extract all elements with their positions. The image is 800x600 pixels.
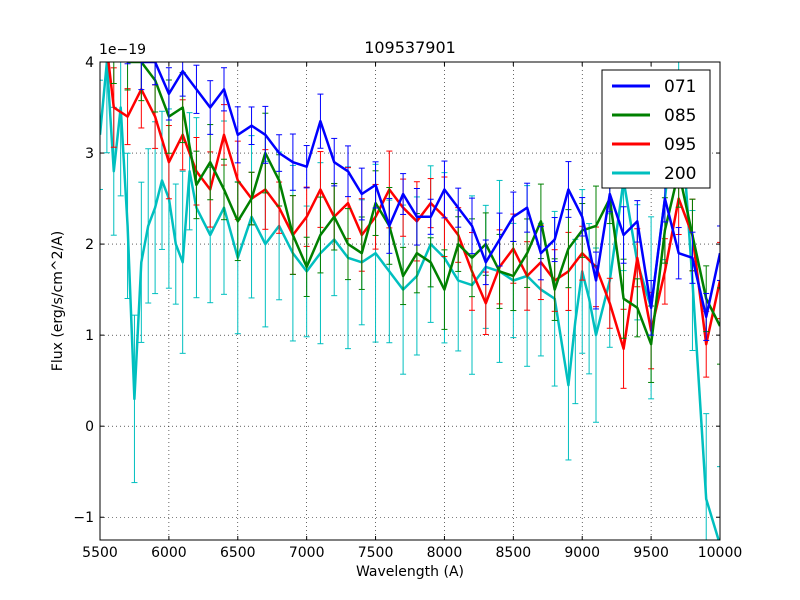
y-tick-label: 2 — [85, 237, 94, 253]
series-line-085 — [126, 62, 720, 346]
x-tick-label: 10000 — [698, 545, 743, 561]
legend-label-095: 095 — [664, 135, 696, 155]
y-tick-label: 0 — [85, 419, 94, 435]
series-line-095 — [107, 62, 720, 351]
legend-box — [601, 69, 711, 189]
y-offset-label: 1e−19 — [99, 42, 146, 58]
y-tick-label: 3 — [85, 146, 94, 162]
x-tick-label: 6000 — [151, 545, 187, 561]
legend: 071 085 095 200 — [601, 69, 711, 189]
data-layer — [100, 62, 720, 540]
plot-frame — [99, 61, 721, 541]
series-line-071 — [139, 62, 720, 319]
x-tick-label: 8500 — [496, 545, 532, 561]
x-tick-label: 7500 — [358, 545, 394, 561]
y-tick-label: 1 — [85, 328, 94, 344]
legend-label-085: 085 — [664, 106, 696, 126]
x-tick-label: 6500 — [220, 545, 256, 561]
x-tick-label: 9000 — [564, 545, 600, 561]
x-axis-label: Wavelength (A) — [356, 564, 464, 580]
y-tick-label: −1 — [73, 510, 94, 526]
x-tick-label: 5500 — [82, 545, 118, 561]
x-tick-label: 7000 — [289, 545, 325, 561]
x-tick-label: 9500 — [633, 545, 669, 561]
y-axis-label: Flux (erg/s/cm^2/A) — [50, 231, 66, 371]
y-tick-label: 4 — [85, 55, 94, 71]
axis-ticks: 5500 6000 6500 7000 7500 8000 8500 9000 9500 1000… — [73, 55, 742, 561]
legend-label-200: 200 — [664, 164, 696, 184]
legend-label-071: 071 — [664, 77, 696, 97]
series-line-200 — [100, 62, 720, 540]
chart-title: 109537901 — [364, 38, 456, 57]
x-tick-label: 8000 — [427, 545, 463, 561]
series-071 — [124, 62, 720, 341]
